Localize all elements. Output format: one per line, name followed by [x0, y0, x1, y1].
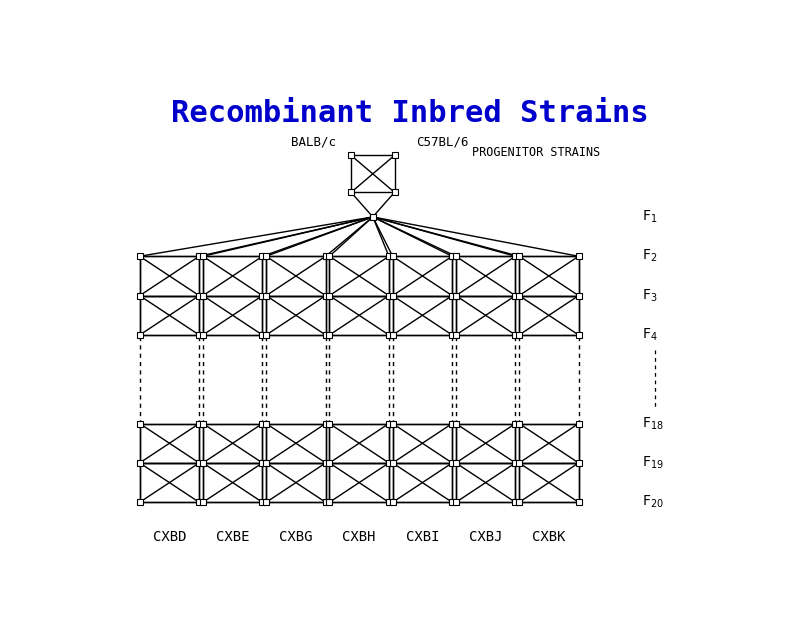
Text: $\mathregular{F_{3}}$: $\mathregular{F_{3}}$: [642, 288, 658, 304]
Text: C57BL/6: C57BL/6: [416, 135, 469, 148]
Text: Recombinant Inbred Strains: Recombinant Inbred Strains: [171, 99, 649, 128]
Text: PROGENITOR STRAINS: PROGENITOR STRAINS: [472, 146, 600, 160]
Text: CXBD: CXBD: [153, 530, 186, 544]
Text: CXBE: CXBE: [216, 530, 250, 544]
Text: $\mathregular{F_1}$: $\mathregular{F_1}$: [642, 209, 658, 225]
Text: CXBH: CXBH: [342, 530, 376, 544]
Text: BALB/c: BALB/c: [290, 135, 336, 148]
Text: $\mathregular{F_{4}}$: $\mathregular{F_{4}}$: [642, 327, 658, 343]
Text: CXBK: CXBK: [532, 530, 566, 544]
Text: CXBG: CXBG: [279, 530, 313, 544]
Text: $\mathregular{F_{20}}$: $\mathregular{F_{20}}$: [642, 494, 664, 511]
Text: CXBJ: CXBJ: [469, 530, 502, 544]
Text: $\mathregular{F_{2}}$: $\mathregular{F_{2}}$: [642, 248, 658, 265]
Text: CXBI: CXBI: [406, 530, 439, 544]
Text: $\mathregular{F_{19}}$: $\mathregular{F_{19}}$: [642, 455, 664, 471]
Text: $\mathregular{F_{18}}$: $\mathregular{F_{18}}$: [642, 415, 664, 432]
